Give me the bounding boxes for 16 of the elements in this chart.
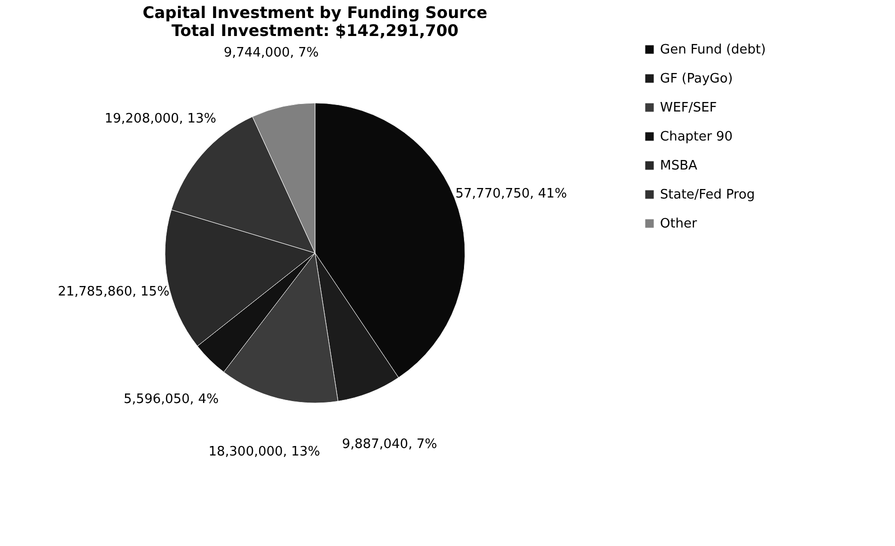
legend-label: MSBA xyxy=(660,158,698,174)
data-label: 5,596,050, 4% xyxy=(124,392,219,408)
data-label: 9,744,000, 7% xyxy=(224,46,319,61)
legend-label: State/Fed Prog xyxy=(660,188,755,202)
legend-label: Other xyxy=(660,216,698,232)
text: Capital Investment by Funding Source xyxy=(142,3,488,22)
legend-label: Chapter 90 xyxy=(660,130,733,144)
data-label: 57,770,750, 41% xyxy=(455,186,567,202)
text: Total Investment: $142,291,700 xyxy=(171,21,459,40)
data-label: 19,208,000, 13% xyxy=(104,111,216,126)
legend-label: WEF/SEF xyxy=(660,100,717,116)
data-label: 21,785,860, 15% xyxy=(58,284,170,300)
legend-label: GF (PayGo) xyxy=(660,72,733,86)
data-label: 18,300,000, 13% xyxy=(208,444,320,460)
data-label: 9,887,040, 7% xyxy=(342,436,438,452)
legend-label: Gen Fund (debt) xyxy=(660,42,766,58)
